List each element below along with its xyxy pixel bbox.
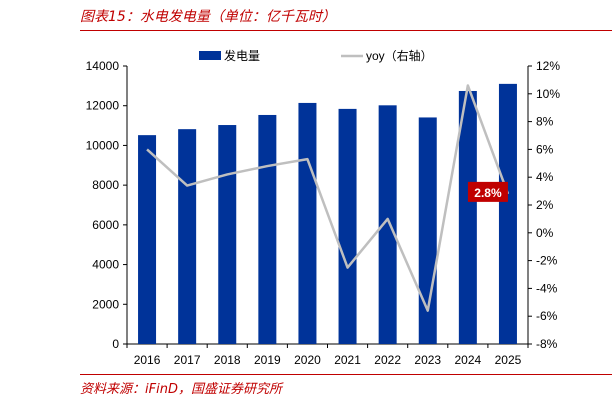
left-tick-label: 12000 [86, 99, 120, 113]
left-tick-label: 10000 [86, 138, 120, 152]
right-tick-label: -8% [536, 337, 558, 351]
left-tick-label: 14000 [86, 59, 120, 73]
right-tick-label: -6% [536, 309, 558, 323]
bar-2019 [258, 114, 277, 344]
left-tick-label: 0 [112, 337, 119, 351]
bar-2021 [338, 108, 357, 345]
legend-bar-swatch [199, 51, 221, 60]
bar-2024 [458, 90, 477, 344]
right-tick-label: 6% [536, 142, 554, 156]
figure-title: 图表15：水电发电量（单位：亿千瓦时） [80, 9, 336, 25]
bar-2020 [298, 102, 317, 344]
yoy-line [146, 84, 510, 312]
x-tick-label: 2017 [174, 353, 201, 367]
right-tick-label: 2% [536, 198, 554, 212]
annotation-label: 2.8% [474, 186, 502, 200]
legend-bar-label: 发电量 [224, 48, 260, 63]
bar-2017 [178, 129, 197, 344]
title-rule [80, 30, 612, 31]
x-tick-label: 2020 [294, 353, 321, 367]
x-tick-label: 2016 [134, 353, 161, 367]
x-tick-label: 2022 [374, 353, 401, 367]
left-tick-label: 4000 [92, 258, 119, 272]
bar-2025 [498, 83, 517, 344]
x-tick-label: 2019 [254, 353, 281, 367]
x-tick-label: 2025 [495, 353, 522, 367]
source-note: 资料来源：iFinD，国盛证券研究所 [80, 382, 282, 397]
bar-2022 [378, 105, 397, 345]
source-rule [80, 374, 612, 375]
x-tick-label: 2021 [334, 353, 361, 367]
bar-2018 [218, 125, 237, 345]
left-tick-label: 6000 [92, 218, 119, 232]
left-tick-label: 8000 [92, 178, 119, 192]
annotation-badge [467, 181, 508, 202]
right-tick-label: 10% [536, 87, 560, 101]
right-tick-label: -2% [536, 254, 558, 268]
right-tick-label: 12% [536, 59, 560, 73]
x-tick-label: 2024 [454, 353, 481, 367]
right-tick-label: 4% [536, 170, 554, 184]
right-tick-label: 8% [536, 115, 554, 129]
right-tick-label: 0% [536, 226, 554, 240]
right-tick-label: -4% [536, 281, 558, 295]
left-tick-label: 2000 [92, 297, 119, 311]
bar-2016 [138, 135, 157, 344]
x-tick-label: 2023 [414, 353, 441, 367]
legend-line-label: yoy（右轴） [366, 48, 433, 63]
x-tick-label: 2018 [214, 353, 241, 367]
